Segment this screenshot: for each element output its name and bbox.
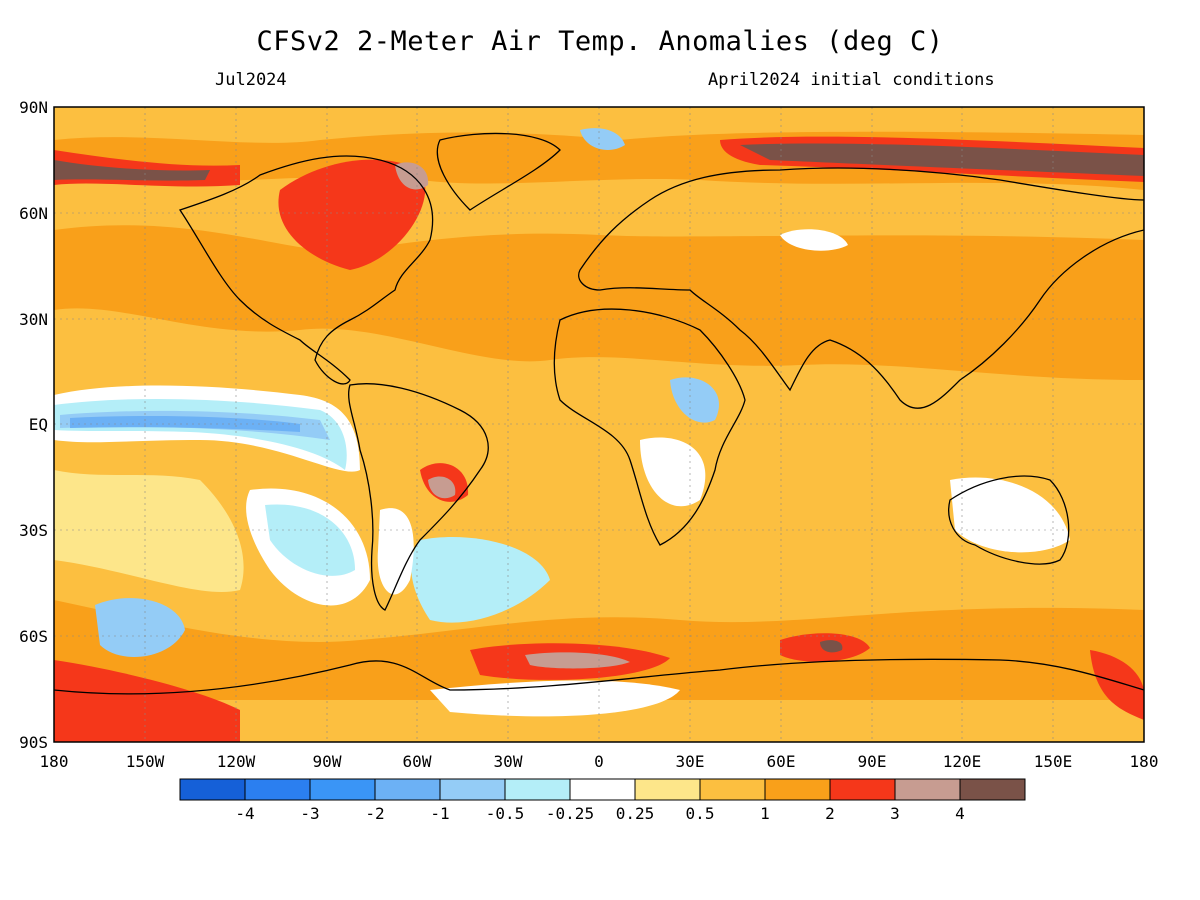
colorbar-swatch <box>309 778 376 801</box>
latitude-labels: 90N 60N 30N EQ 30S 60S 90S <box>19 98 48 752</box>
map-frame <box>53 106 1145 743</box>
field-central-asia-neutral <box>780 229 848 251</box>
lon-label: 180 <box>1130 752 1159 771</box>
colorbar-label: 0.5 <box>686 804 715 823</box>
lat-label: 30N <box>19 310 48 329</box>
colorbar-label: -0.25 <box>546 804 594 823</box>
lon-label: 0 <box>594 752 604 771</box>
coast-eurasia <box>578 167 1144 409</box>
lat-label: EQ <box>29 415 48 434</box>
lon-label: 60W <box>403 752 432 771</box>
lat-label: 60S <box>19 627 48 646</box>
lon-label: 90W <box>313 752 342 771</box>
colorbar-swatch <box>764 778 831 801</box>
field-south-pacific-weak <box>54 470 244 593</box>
anomaly-field <box>54 107 1144 742</box>
colorbar-label: -4 <box>235 804 254 823</box>
colorbar-swatch <box>244 778 311 801</box>
field-greenland-sea-cool <box>580 128 625 150</box>
field-warm-band-north <box>54 225 1144 380</box>
field-se-pacific-cool <box>265 504 355 576</box>
colorbar-swatch <box>439 778 506 801</box>
colorbar-swatch <box>959 778 1026 801</box>
colorbar-swatch <box>699 778 766 801</box>
field-southern-extreme <box>525 652 630 669</box>
grid-lines <box>54 107 1144 742</box>
coast-north-america <box>178 155 434 385</box>
field-pacific-coolest <box>70 416 300 432</box>
field-east-africa-cool <box>670 377 719 423</box>
colorbar-swatch <box>634 778 701 801</box>
field-brazil-extreme <box>428 476 456 499</box>
longitude-labels: 180 150W 120W 90W 60W 30W 0 30E 60E 90E … <box>40 752 1159 771</box>
colorbar-label: -0.5 <box>486 804 525 823</box>
valid-month-label: Jul2024 <box>215 70 287 90</box>
lat-label: 30S <box>19 521 48 540</box>
field-canada-hot <box>278 159 426 270</box>
lon-label: 60E <box>767 752 796 771</box>
field-antarctic-hot-east <box>1090 650 1144 720</box>
field-south-pacific-cool <box>95 598 185 657</box>
field-siberia-extreme <box>740 143 1144 176</box>
colorbar-label: -1 <box>430 804 449 823</box>
lon-label: 90E <box>858 752 887 771</box>
lon-label: 150E <box>1034 752 1073 771</box>
lon-label: 150W <box>126 752 165 771</box>
coast-africa <box>553 308 746 546</box>
field-indian-south-extreme <box>820 640 843 653</box>
lat-label: 90S <box>19 733 48 752</box>
lat-label: 60N <box>19 204 48 223</box>
coast-south-america <box>348 383 489 611</box>
colorbar-swatch <box>179 778 246 801</box>
field-s-atlantic-cool <box>411 536 550 623</box>
colorbar-swatch <box>569 778 636 801</box>
lat-label: 90N <box>19 98 48 117</box>
coastlines <box>54 132 1144 695</box>
map-title: CFSv2 2-Meter Air Temp. Anomalies (deg C… <box>256 26 944 57</box>
colorbar-label: 0.25 <box>616 804 655 823</box>
colorbar: -4 -3 -2 -1 -0.5 -0.25 0.25 0.5 1 2 3 4 <box>179 778 1026 823</box>
field-argentina-neutral <box>377 508 414 595</box>
colorbar-label: -2 <box>365 804 384 823</box>
field-arctic-extreme-west <box>54 160 210 181</box>
initial-conditions-label: April2024 initial conditions <box>708 70 995 90</box>
lon-label: 30W <box>494 752 523 771</box>
lon-label: 30E <box>676 752 705 771</box>
colorbar-swatch <box>829 778 896 801</box>
coast-australia <box>948 475 1070 565</box>
field-australia-neutral <box>950 477 1070 553</box>
colorbar-label: 4 <box>955 804 965 823</box>
coast-greenland <box>436 132 561 211</box>
colorbar-swatch <box>894 778 961 801</box>
field-africa-neutral <box>640 437 706 507</box>
colorbar-swatch <box>504 778 571 801</box>
lon-label: 120W <box>217 752 256 771</box>
colorbar-label: -3 <box>300 804 319 823</box>
lon-label: 180 <box>40 752 69 771</box>
coast-antarctica <box>54 658 1144 695</box>
lon-label: 120E <box>943 752 982 771</box>
colorbar-swatch <box>374 778 441 801</box>
colorbar-label: 3 <box>890 804 900 823</box>
field-antarctic-hot-west <box>54 660 240 742</box>
colorbar-label: 2 <box>825 804 835 823</box>
colorbar-label: 1 <box>760 804 770 823</box>
